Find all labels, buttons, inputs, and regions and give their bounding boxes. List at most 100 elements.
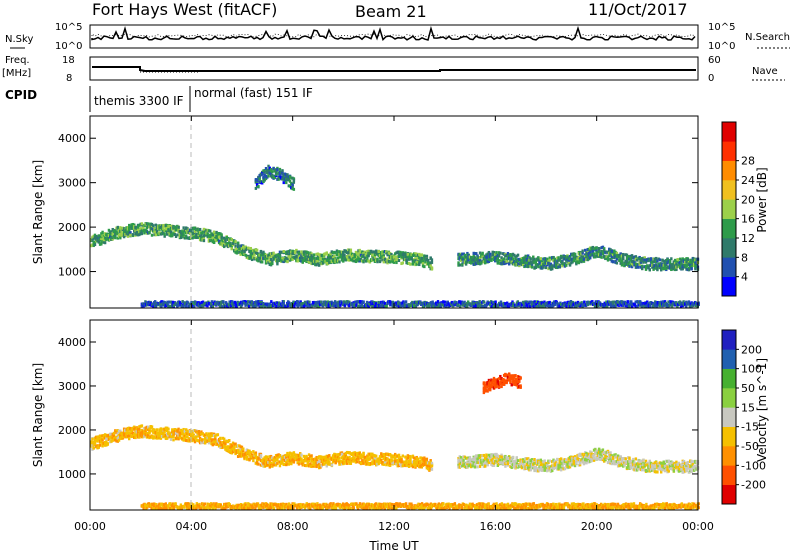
velocity-cell (185, 431, 188, 435)
power-cell (654, 263, 658, 267)
velocity-cell (354, 460, 358, 464)
power-cell (658, 264, 662, 268)
power-cell (285, 181, 288, 185)
power-cell (263, 170, 266, 174)
power-cell (335, 253, 339, 257)
power-cell (572, 252, 575, 256)
velocity-cell (306, 461, 309, 465)
power-cell (419, 260, 422, 264)
velocity-cell (343, 452, 346, 456)
power-cell (182, 235, 185, 239)
velocity-cell (212, 442, 216, 446)
power-cell (587, 255, 591, 259)
power-cell (352, 253, 355, 257)
power-cell (633, 263, 636, 267)
noise-right-tick-bottom: 10^0 (708, 41, 735, 52)
velocity-cell (386, 453, 389, 457)
velocity-cell (207, 432, 211, 436)
power-cell (638, 257, 641, 261)
power-cell (291, 187, 294, 191)
velocity-cell (304, 455, 307, 459)
velocity-cell (337, 453, 340, 457)
power-cell (287, 177, 290, 181)
power-cell (581, 255, 584, 259)
power-cell (668, 261, 672, 265)
power-cell (601, 250, 605, 254)
power-cell (345, 255, 349, 259)
power-cell (535, 302, 538, 306)
power-cell (589, 246, 592, 250)
power-cell (421, 262, 425, 266)
velocity-cell (314, 464, 317, 468)
power-cell (359, 253, 363, 257)
velocity-cell (309, 464, 312, 468)
power-cell (340, 250, 344, 254)
power-cell (548, 262, 551, 266)
power-cell (657, 264, 660, 268)
power-cell (382, 256, 385, 260)
power-cell (136, 227, 140, 231)
power-cell (271, 173, 274, 177)
power-cell (547, 267, 550, 271)
power-cell (277, 171, 280, 175)
power-cell (606, 258, 610, 262)
power-cell (414, 257, 417, 261)
power-cell (121, 232, 125, 236)
power-cell (126, 232, 130, 236)
power-cell (433, 302, 436, 306)
freq-tick-bottom: 8 (66, 73, 72, 84)
velocity-cell (164, 433, 168, 437)
power-cell (464, 255, 468, 259)
power-cell (329, 303, 332, 307)
velocity-cell (162, 429, 165, 433)
power-cell (532, 258, 535, 262)
velocity-cell (266, 461, 269, 465)
power-cell (185, 226, 188, 230)
power-cell (131, 226, 135, 230)
velocity-cell (233, 445, 236, 449)
power-cell (301, 259, 304, 263)
cpid-segment-normal: normal (fast) 151 IF (194, 86, 313, 100)
power-cell (652, 267, 655, 271)
power-cell (570, 252, 573, 256)
power-cell (201, 235, 204, 239)
power-cell (510, 257, 513, 261)
power-cell (529, 260, 532, 264)
power-ylabel: Slant Range [km] (31, 160, 45, 264)
velocity-cell (364, 460, 368, 464)
power-cell (248, 249, 251, 253)
power-cell (653, 257, 657, 261)
velocity-cell (169, 435, 173, 439)
power-cell (103, 236, 107, 240)
power-cell (481, 305, 484, 309)
power-cell (611, 260, 615, 264)
velocity-cell (335, 454, 339, 458)
velocity-cell (136, 435, 140, 439)
power-cell (204, 230, 207, 234)
velocity-cell (285, 453, 288, 457)
power-cell (511, 252, 515, 256)
power-cell (505, 259, 508, 263)
power-cell (266, 175, 269, 179)
power-cell (406, 254, 410, 258)
power-cell (399, 250, 402, 254)
power-cell (622, 256, 625, 260)
power-cell (356, 255, 359, 259)
power-cell (413, 252, 416, 256)
power-cell (274, 254, 278, 258)
power-cell (149, 226, 152, 230)
power-cell (694, 265, 697, 269)
power-cell (504, 260, 507, 264)
power-cell (358, 248, 361, 252)
power-cell (323, 255, 326, 259)
power-cell (337, 250, 340, 254)
power-cell (258, 175, 261, 179)
velocity-cell (171, 430, 174, 434)
power-cell (229, 237, 232, 241)
velocity-cell (331, 458, 335, 462)
power-cell (510, 253, 513, 257)
velocity-cell (154, 436, 157, 440)
power-cell (478, 300, 481, 304)
power-cell (485, 260, 488, 264)
power-cell (676, 264, 679, 268)
